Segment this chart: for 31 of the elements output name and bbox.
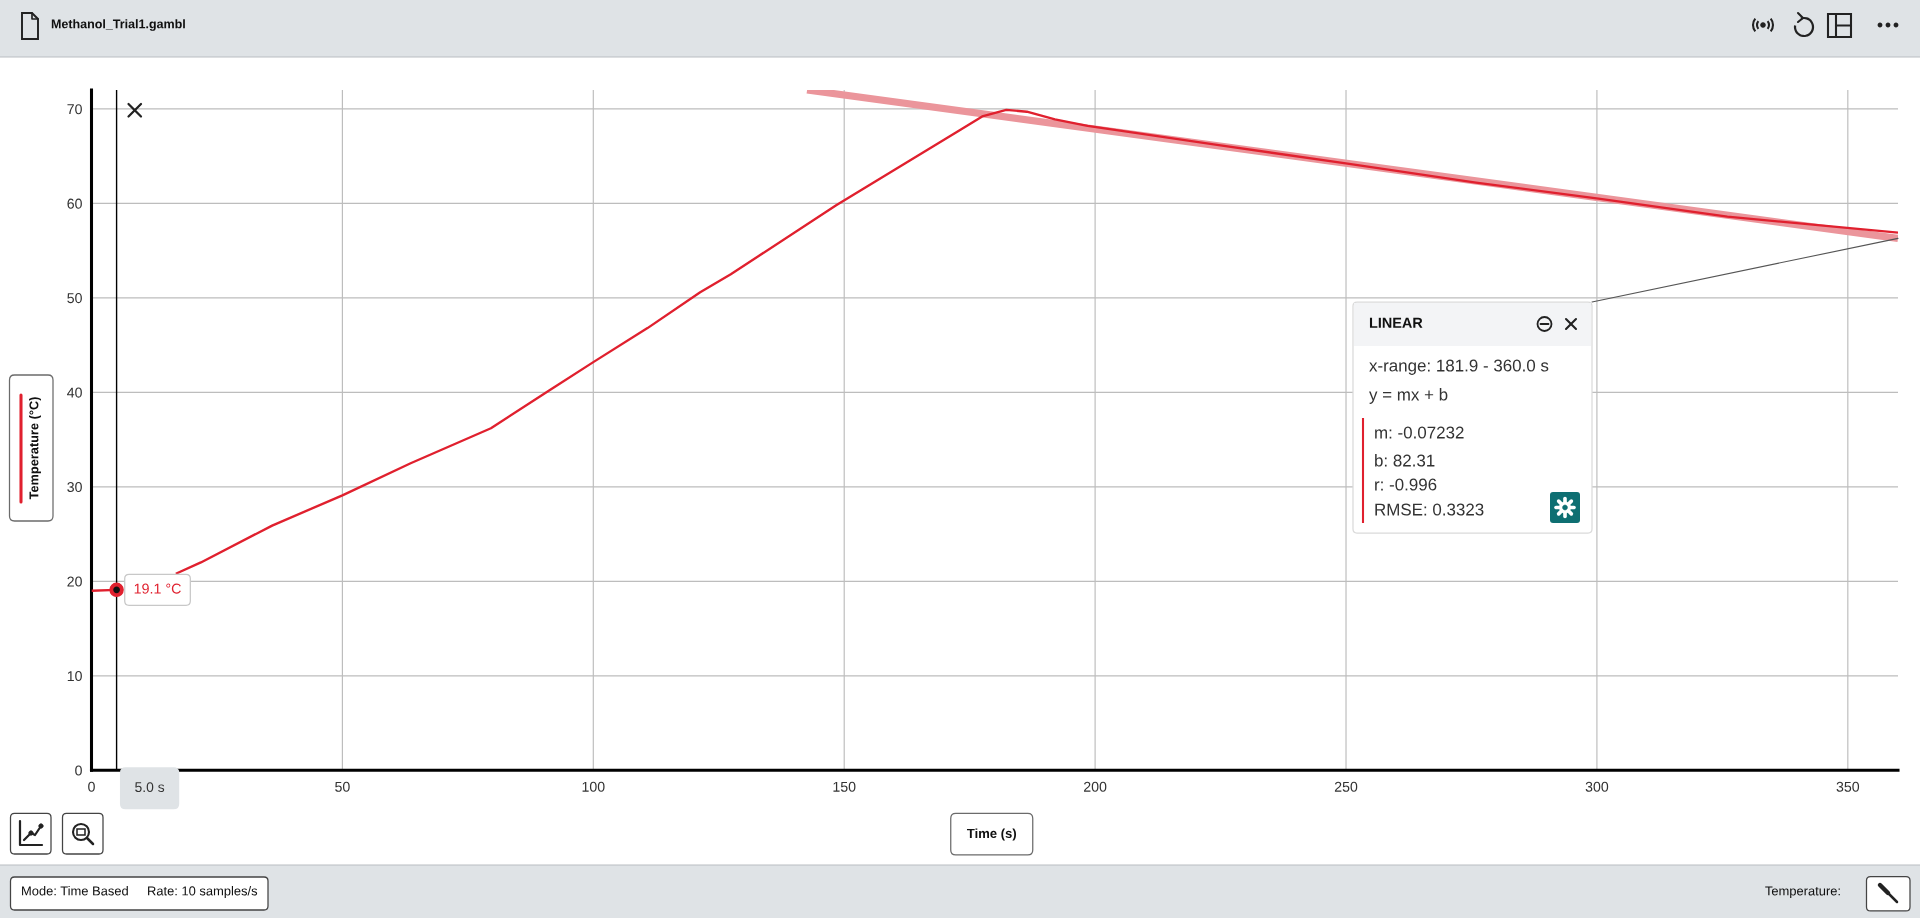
chart-title: Methanol_Trial1.gambl xyxy=(51,19,185,31)
y-axis-title: Temperature (°C) xyxy=(29,397,41,500)
x-tick-label: 350 xyxy=(1836,781,1860,792)
annotation: 19.1 °C xyxy=(134,583,181,594)
y-tick-label: 70 xyxy=(67,104,82,115)
y-tick-label: 60 xyxy=(67,198,82,209)
y-tick-label: 30 xyxy=(67,482,82,493)
x-tick-label: 300 xyxy=(1585,781,1609,792)
x-tick-label: 250 xyxy=(1334,781,1358,792)
y-tick-label: 50 xyxy=(67,293,82,304)
annotation: x-range: 181.9 - 360.0 s xyxy=(1369,359,1549,375)
x-tick-label: 150 xyxy=(833,781,856,792)
y-tick-label: 10 xyxy=(67,671,82,682)
x-tick-label: 200 xyxy=(1084,781,1107,792)
text: Rate: 10 samples/s xyxy=(148,885,258,899)
x-tick-label: 0 xyxy=(88,781,95,792)
text: Mode: Time Based xyxy=(22,885,128,896)
annotation: r: -0.996 xyxy=(1375,478,1437,491)
annotation: RMSE: 0.3323 xyxy=(1375,503,1484,516)
text: Temperature: xyxy=(1765,886,1840,899)
y-tick-label: 20 xyxy=(67,576,82,587)
annotation: LINEAR xyxy=(1369,317,1423,328)
y-tick-label: 40 xyxy=(67,387,82,398)
annotation: m: -0.07232 xyxy=(1375,426,1464,439)
x-axis-title: Time (s) xyxy=(966,828,1017,841)
annotation: y = mx + b xyxy=(1369,388,1448,404)
x-tick-label: 50 xyxy=(335,781,350,792)
x-tick-label: 100 xyxy=(582,781,605,792)
y-tick-label: 0 xyxy=(75,765,82,776)
ref-line-label: 5.0 s xyxy=(135,782,165,793)
annotation: b: 82.31 xyxy=(1375,454,1435,467)
